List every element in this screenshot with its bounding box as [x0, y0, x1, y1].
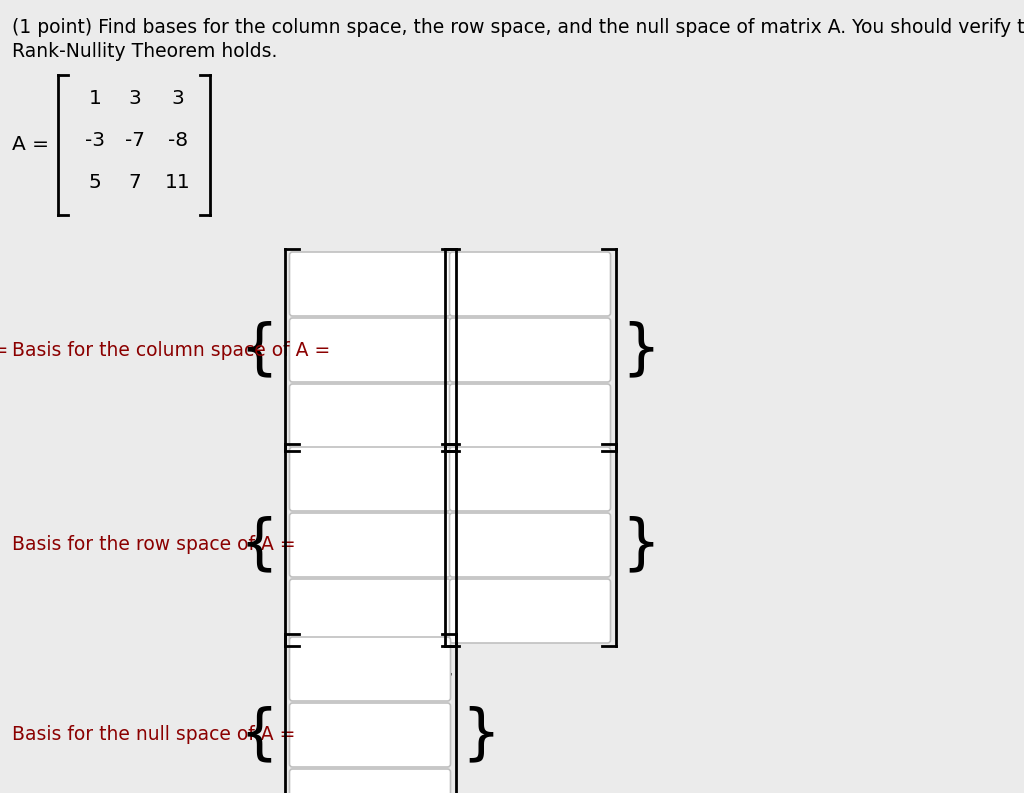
- FancyBboxPatch shape: [450, 384, 610, 448]
- Text: {: {: [240, 320, 279, 380]
- Text: A =: A =: [12, 136, 49, 155]
- Text: 5: 5: [89, 174, 101, 193]
- Text: Basis for the row space of A =: Basis for the row space of A =: [12, 535, 296, 554]
- Text: (1 point) Find bases for the column space, the row space, and the null space of : (1 point) Find bases for the column spac…: [12, 18, 1024, 37]
- Text: {: {: [240, 706, 279, 764]
- FancyBboxPatch shape: [290, 579, 451, 643]
- Text: ,: ,: [446, 465, 454, 485]
- Text: -8: -8: [168, 131, 188, 150]
- Text: 3: 3: [172, 89, 184, 108]
- FancyBboxPatch shape: [290, 252, 451, 316]
- Text: }: }: [622, 515, 660, 574]
- Text: 7: 7: [129, 174, 141, 193]
- Text: Rank-Nullity Theorem holds.: Rank-Nullity Theorem holds.: [12, 42, 278, 61]
- Text: 1: 1: [88, 89, 101, 108]
- Text: {: {: [240, 515, 279, 574]
- Text: }: }: [462, 706, 501, 764]
- FancyBboxPatch shape: [450, 318, 610, 382]
- Text: }: }: [622, 320, 660, 380]
- Text: Basis for the column space of A =: Basis for the column space of A =: [12, 340, 331, 359]
- FancyBboxPatch shape: [290, 513, 451, 577]
- FancyBboxPatch shape: [450, 579, 610, 643]
- Text: -3: -3: [85, 131, 105, 150]
- Text: 3: 3: [129, 89, 141, 108]
- FancyBboxPatch shape: [450, 447, 610, 511]
- Text: ,: ,: [446, 660, 454, 680]
- Text: 11: 11: [165, 174, 190, 193]
- FancyBboxPatch shape: [290, 318, 451, 382]
- FancyBboxPatch shape: [290, 637, 451, 701]
- FancyBboxPatch shape: [290, 447, 451, 511]
- Text: Basis for the column space of A =: Basis for the column space of A =: [0, 340, 8, 359]
- Text: -7: -7: [125, 131, 145, 150]
- Text: Basis for the null space of A =: Basis for the null space of A =: [12, 726, 295, 745]
- FancyBboxPatch shape: [290, 384, 451, 448]
- FancyBboxPatch shape: [290, 703, 451, 767]
- FancyBboxPatch shape: [290, 769, 451, 793]
- FancyBboxPatch shape: [450, 513, 610, 577]
- FancyBboxPatch shape: [450, 252, 610, 316]
